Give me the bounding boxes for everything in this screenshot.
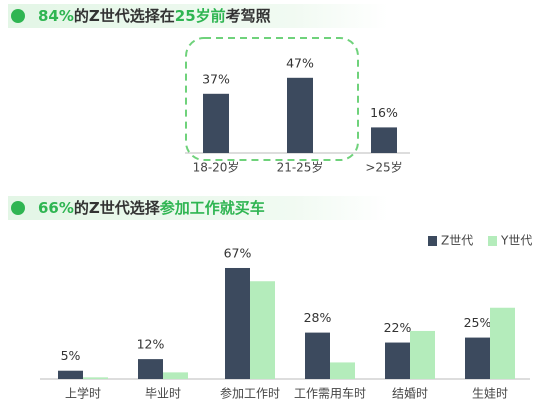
x-tick-label: 18-20岁 xyxy=(193,160,240,175)
bar xyxy=(203,93,229,153)
bar xyxy=(371,127,397,153)
header-dot xyxy=(11,201,25,215)
header-dot xyxy=(11,9,25,23)
bar xyxy=(83,377,108,379)
header-band xyxy=(8,196,388,220)
title-part: 的Z世代选择 xyxy=(74,199,161,217)
bar xyxy=(250,281,275,379)
value-label: 28% xyxy=(304,310,332,325)
chart-title: 66%的Z世代选择参加工作就买车 xyxy=(38,199,265,217)
title-part: 66% xyxy=(38,199,74,217)
x-tick-label: 毕业时 xyxy=(145,387,181,401)
chart-title: 84%的Z世代选择在25岁前考驾照 xyxy=(38,7,271,25)
x-tick-label: >25岁 xyxy=(365,160,402,175)
legend-swatch xyxy=(488,236,497,246)
value-label: 37% xyxy=(202,71,230,86)
x-tick-label: 上学时 xyxy=(65,386,101,401)
value-label: 5% xyxy=(61,348,81,363)
x-tick-label: 21-25岁 xyxy=(277,160,324,175)
bar xyxy=(465,337,490,379)
bar xyxy=(163,372,188,379)
bar xyxy=(385,342,410,379)
bar xyxy=(58,370,83,379)
value-label: 12% xyxy=(137,337,165,352)
legend-label: Y世代 xyxy=(500,234,532,248)
value-label: 67% xyxy=(224,245,252,260)
value-label: 16% xyxy=(370,105,398,120)
bar xyxy=(330,362,355,379)
title-part: 84% xyxy=(38,7,74,25)
value-label: 22% xyxy=(384,320,412,335)
bar xyxy=(138,359,163,379)
header-band xyxy=(8,4,388,28)
title-part: 参加工作就买车 xyxy=(160,199,265,217)
x-tick-label: 结婚时 xyxy=(392,387,428,401)
title-part: 的Z世代选择在 xyxy=(74,7,175,25)
bar xyxy=(410,330,435,379)
x-tick-label: 生娃时 xyxy=(472,387,508,401)
highlight-box xyxy=(185,37,359,161)
x-tick-label: 工作需用车时 xyxy=(294,386,366,401)
bar xyxy=(305,332,330,379)
title-part: 考驾照 xyxy=(226,7,271,25)
value-label: 25% xyxy=(464,315,492,330)
bar xyxy=(490,307,515,379)
legend-label: Z世代 xyxy=(441,234,473,248)
legend-swatch xyxy=(428,236,437,246)
title-part: 25岁前 xyxy=(175,7,226,25)
value-label: 47% xyxy=(286,55,314,70)
bar xyxy=(225,267,250,379)
bar xyxy=(287,77,313,153)
x-tick-label: 参加工作时 xyxy=(220,386,280,401)
